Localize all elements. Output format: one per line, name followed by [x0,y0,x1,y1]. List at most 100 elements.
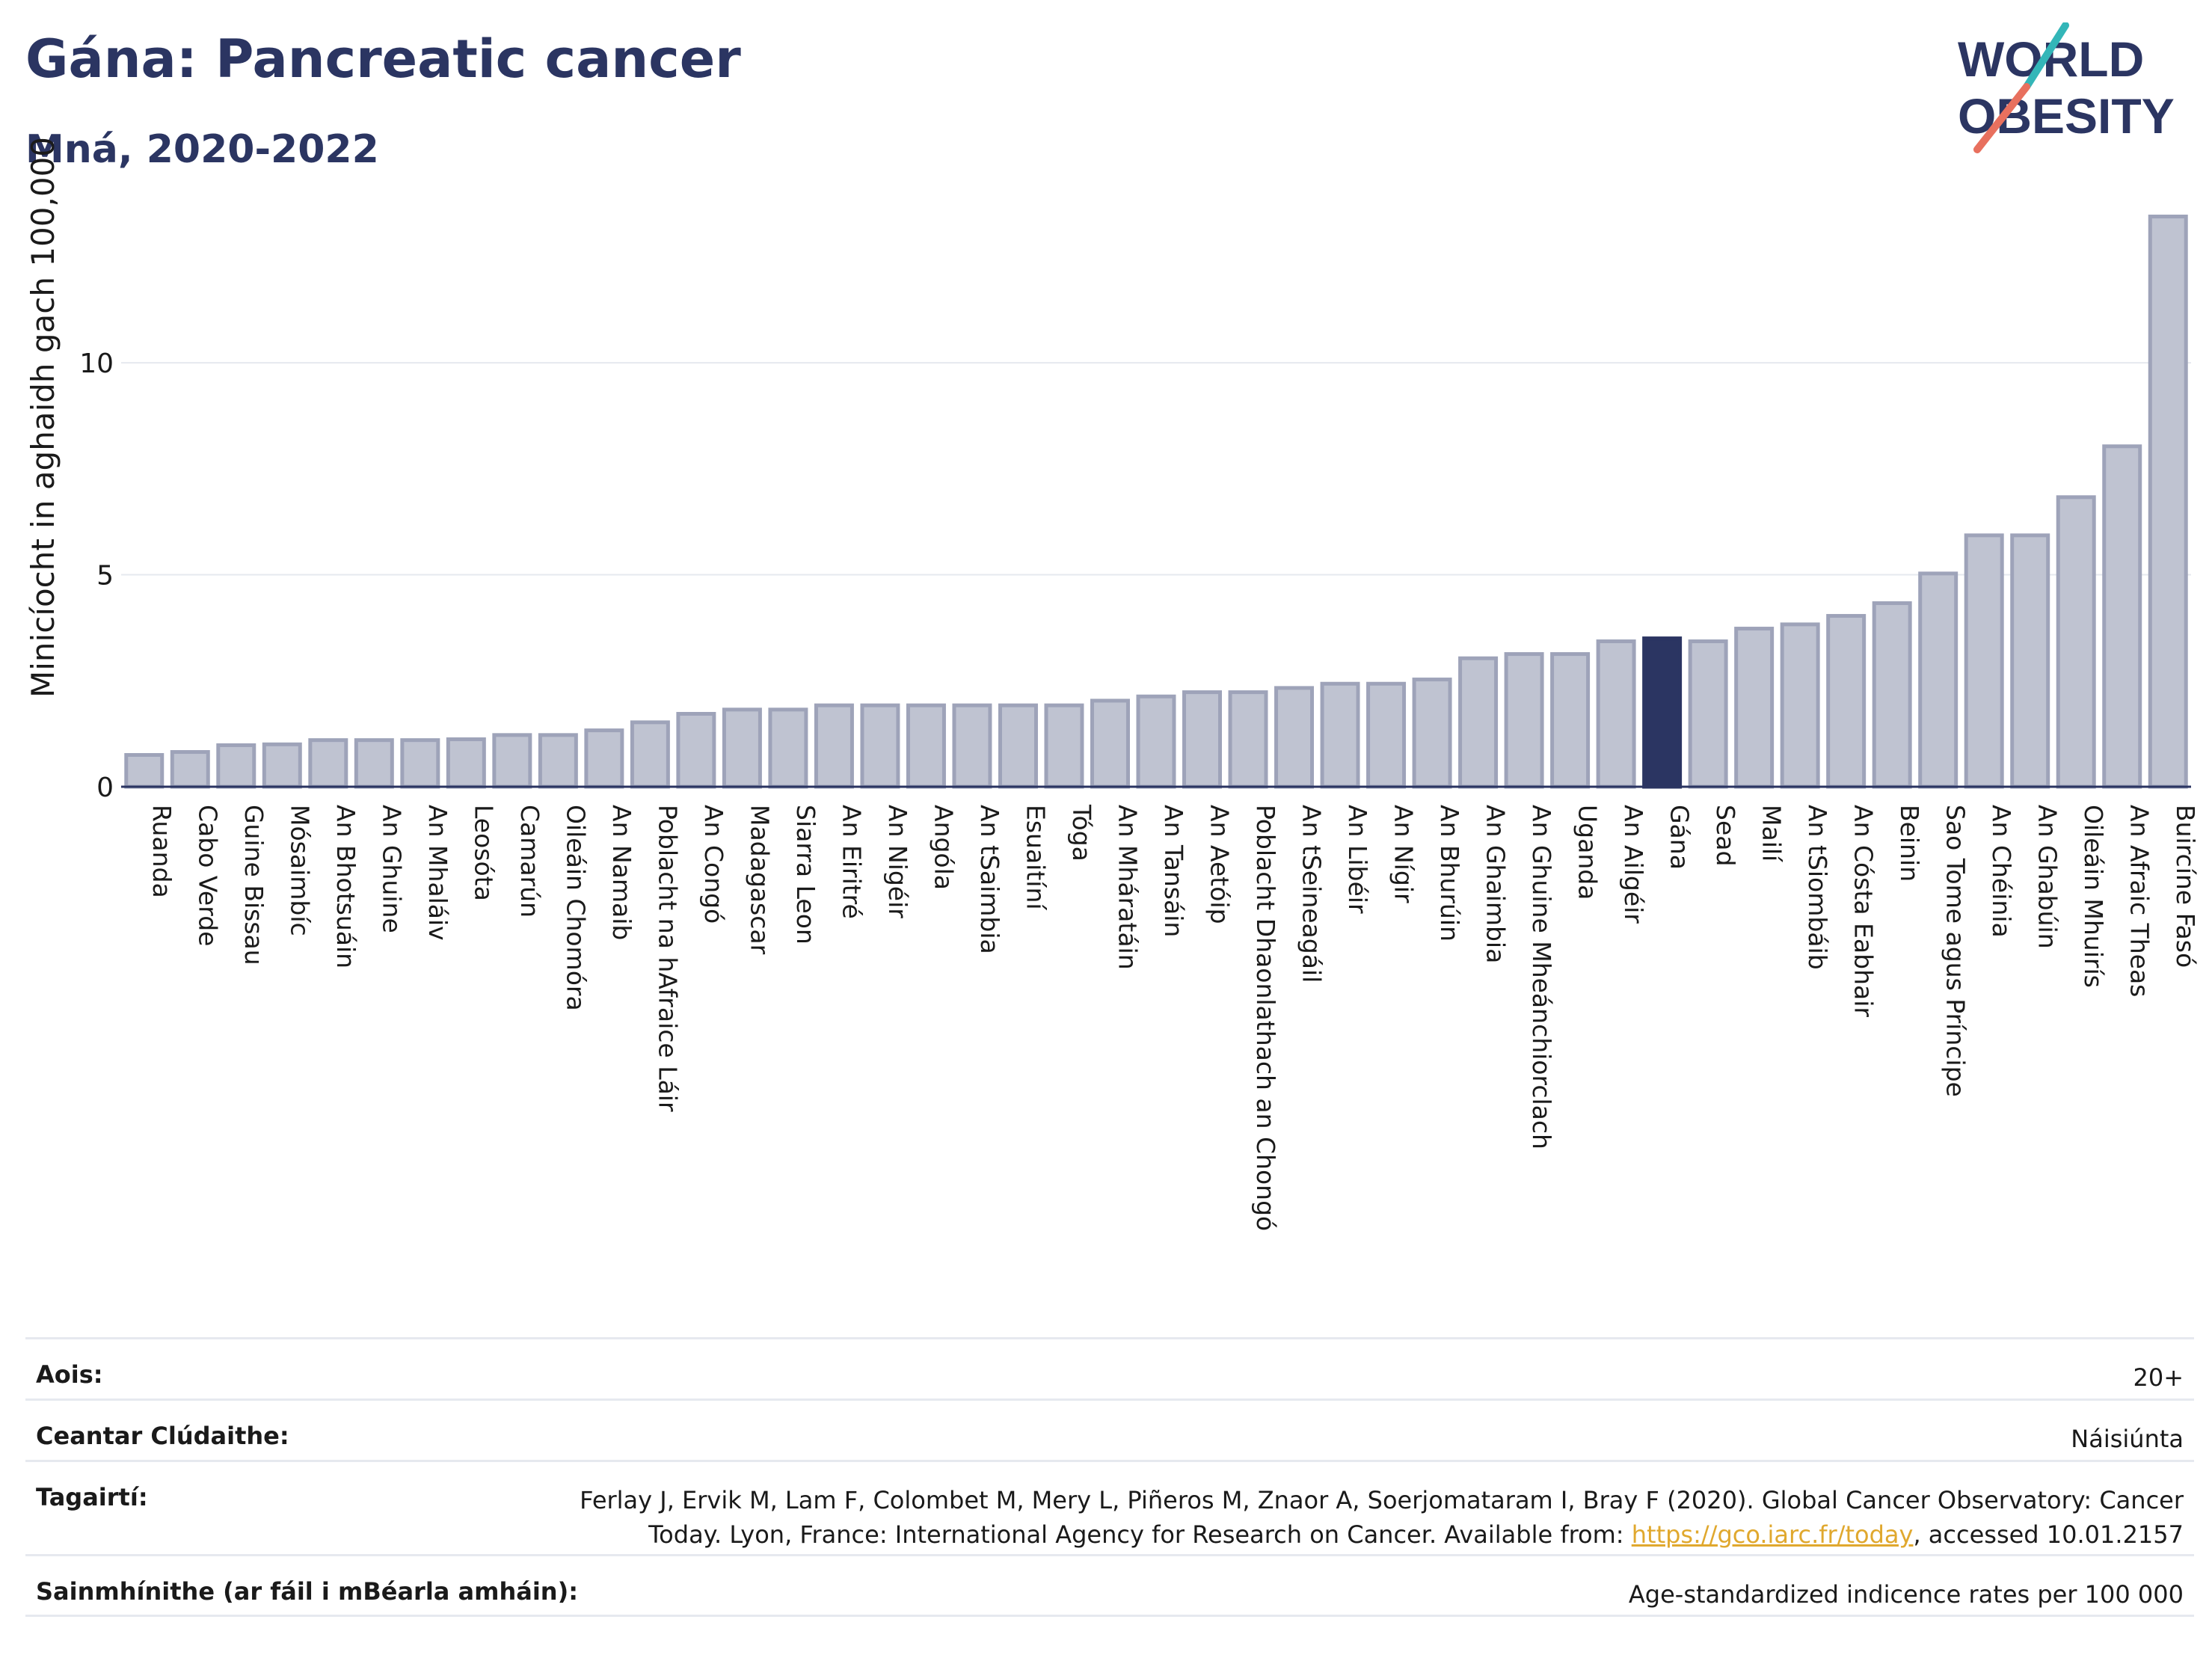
bar [1964,533,2004,789]
info-row-defs: Sainmhínithe (ar fáil i mBéarla amháin):… [25,1554,2194,1617]
x-tick-label: An Tansáin [1159,805,1188,937]
logo-slash-coral [1973,83,2030,153]
bar [998,703,1038,789]
y-axis-ticks: 0 5 10 [79,348,114,803]
refs-link[interactable]: https://gco.iarc.fr/today [1631,1520,1914,1549]
bar-chart: 0 5 10 Ruanda Cabo Verde Guine Bissau Mósaimb… [25,137,2200,1231]
x-axis-labels: Ruanda Cabo Verde Guine Bissau Mósaimbíc An … [147,804,2200,1231]
bar [1826,614,1867,789]
x-tick-label: Sao Tome agus Príncipe [1941,805,1970,1097]
x-tick-label: Madagascar [745,805,774,955]
bar [630,720,670,789]
bar [1090,698,1130,789]
bar [1780,622,1820,789]
x-tick-label: An tSiombáib [1803,805,1832,970]
x-tick-label: Buircíne Fasó [2171,805,2200,968]
age-value: 20+ [2133,1363,2184,1392]
bar [446,737,486,789]
bar [1412,678,1452,789]
x-tick-label: Guine Bissau [239,805,268,965]
x-tick-label: An Afraic Theas [2125,805,2154,997]
x-tick-label: An Cósta Eabhair [1849,805,1878,1017]
x-tick-label: An Bhotsuáin [331,805,360,968]
bar [1504,652,1544,789]
info-row-area: Ceantar Clúdaithe: Náisiúnta [25,1398,2194,1460]
x-tick-label: An Ghuine Mheánchiorclach [1527,805,1556,1149]
bar-highlight [1642,636,1683,789]
bar [676,711,716,789]
bar [216,743,256,789]
info-row-refs: Tagairtí: Ferlay J, Ervik M, Lam F, Colo… [25,1460,2194,1554]
bar [722,707,762,789]
x-tick-label: An Mháratáin [1113,805,1142,970]
x-tick-label: Poblacht na hAfraice Láir [653,805,682,1112]
bar [262,742,302,789]
age-label: Aois: [36,1360,103,1389]
x-tick-label: An Mhaláiv [423,805,452,941]
info-table: Aois: 20+ Ceantar Clúdaithe: Náisiúnta T… [25,1337,2194,1617]
world-obesity-logo: WORLD OBESITY [1958,22,2175,153]
x-tick-label: An Chéinia [1987,805,2016,938]
x-tick-label: An Ghaimbia [1481,805,1511,963]
x-tick-label: Siarra Leon [791,805,820,945]
bar [814,703,854,789]
bar [354,738,394,789]
x-tick-label: Sead [1711,805,1740,866]
x-tick-label: Uganda [1573,805,1603,900]
x-tick-label: Esuaitíní [1021,805,1050,911]
bar [308,738,348,789]
x-tick-label: Poblacht Dhaonlathach an Chongó [1251,805,1280,1231]
bar [1320,681,1360,789]
x-tick-label: Camarún [515,805,544,918]
x-tick-label: Oileáin Chomóra [561,805,590,1011]
bar [1918,571,1958,789]
bar [1550,652,1591,789]
y-tick-label: 10 [79,348,114,379]
bar [584,728,624,789]
bar [2056,495,2096,789]
bar [906,703,946,789]
bar [1872,601,1912,789]
x-tick-label: Cabo Verde [193,805,222,946]
bar [1734,627,1775,789]
x-tick-label: An Ghabúin [2033,805,2062,949]
refs-text: Ferlay J, Ervik M, Lam F, Colombet M, Me… [580,1486,2184,1549]
x-tick-label: Tóga [1067,804,1096,862]
bar [1688,639,1728,789]
refs-value: Ferlay J, Ervik M, Lam F, Colombet M, Me… [538,1483,2184,1552]
logo-text-world: WORLD [1958,31,2144,87]
bar [1182,690,1223,789]
y-axis-label: Minicíocht in aghaidh gach 100,000 [25,137,61,698]
x-tick-label: Mósaimbíc [285,805,314,936]
bar [538,733,578,789]
area-value: Náisiúnta [2071,1425,2184,1453]
x-tick-label: An Ghuine [377,805,406,933]
refs-label: Tagairtí: [36,1483,148,1511]
bar [2010,533,2050,789]
bar [860,703,900,789]
x-tick-label: An Congó [699,805,728,924]
bar [1228,690,1268,789]
x-tick-label: Oileáin Mhuirís [2079,805,2108,988]
logo-slash-teal [2023,22,2069,90]
x-tick-label: Mailí [1757,805,1787,863]
bar [124,752,165,789]
bar [1136,694,1176,789]
x-tick-label: An Eiritré [837,805,866,919]
bar [170,750,210,789]
x-tick-label: An Nigéir [883,805,912,918]
x-tick-label: Ruanda [147,805,176,898]
x-tick-label: Leosóta [469,805,498,901]
refs-suffix: , accessed 10.01.2157 [1913,1520,2184,1549]
x-tick-label: An Libéir [1343,805,1372,914]
bars [124,215,2188,789]
x-tick-label: An Aetóip [1205,805,1235,924]
bar [1596,639,1636,789]
bar [1044,703,1084,789]
x-tick-label: An Bhurúin [1435,805,1464,942]
x-tick-label: Beinin [1895,805,1924,882]
x-tick-label: An tSaimbia [975,805,1004,954]
bar [952,703,992,789]
x-tick-label: An Ailgéir [1619,805,1648,924]
x-tick-label: Angóla [929,805,958,890]
